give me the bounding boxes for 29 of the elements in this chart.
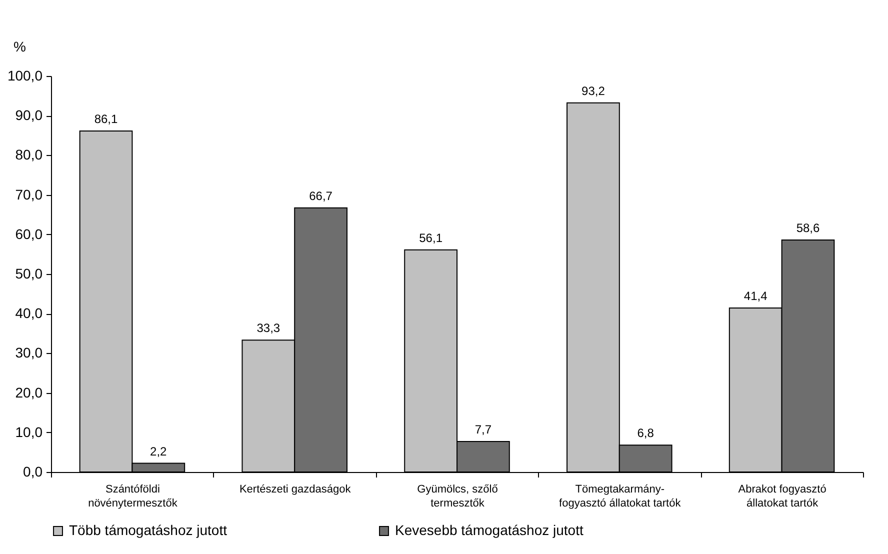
data-label: 7,7 [474,422,492,437]
data-label: 33,3 [256,321,280,336]
data-label: 56,1 [419,230,443,245]
y-tick-label: 20,0 [15,384,43,400]
y-tick-label: 50,0 [15,266,43,282]
data-label: 66,7 [309,188,333,203]
x-tick-label: Szántóföldi növénytermesztők [88,484,178,510]
y-tick-label: 80,0 [15,146,43,163]
y-tick-label: 0,0 [23,464,43,480]
data-label: 86,1 [94,112,118,126]
x-tick-label: Kertészeti gazdaságok [239,484,352,496]
y-tick-label: 40,0 [15,305,43,322]
y-tick-label: 100,0 [7,68,43,84]
y-tick-label: 60,0 [15,226,43,242]
data-label: 58,6 [796,220,820,235]
x-tick-label: Abrakot fogyasztó állatokat tartók [738,484,826,510]
data-label: 41,4 [744,289,768,304]
x-tick-label: Gyümölcs, szőlő termesztők [417,484,498,510]
y-axis-title: % [14,38,26,54]
y-tick-label: 90,0 [15,107,43,124]
data-label: 2,2 [150,444,168,458]
y-tick-label: 30,0 [15,344,43,361]
y-tick-label: 10,0 [15,424,43,440]
legend-label: Kevesebb támogatáshoz jutott [395,522,584,538]
data-label: 93,2 [582,84,606,98]
x-tick-label: Tömegtakarmány- fogyasztó állatokat tartók [559,484,682,510]
legend-label: Több támogatáshoz jutott [69,522,228,538]
y-tick-label: 70,0 [15,186,43,202]
data-label: 6,8 [637,426,654,440]
